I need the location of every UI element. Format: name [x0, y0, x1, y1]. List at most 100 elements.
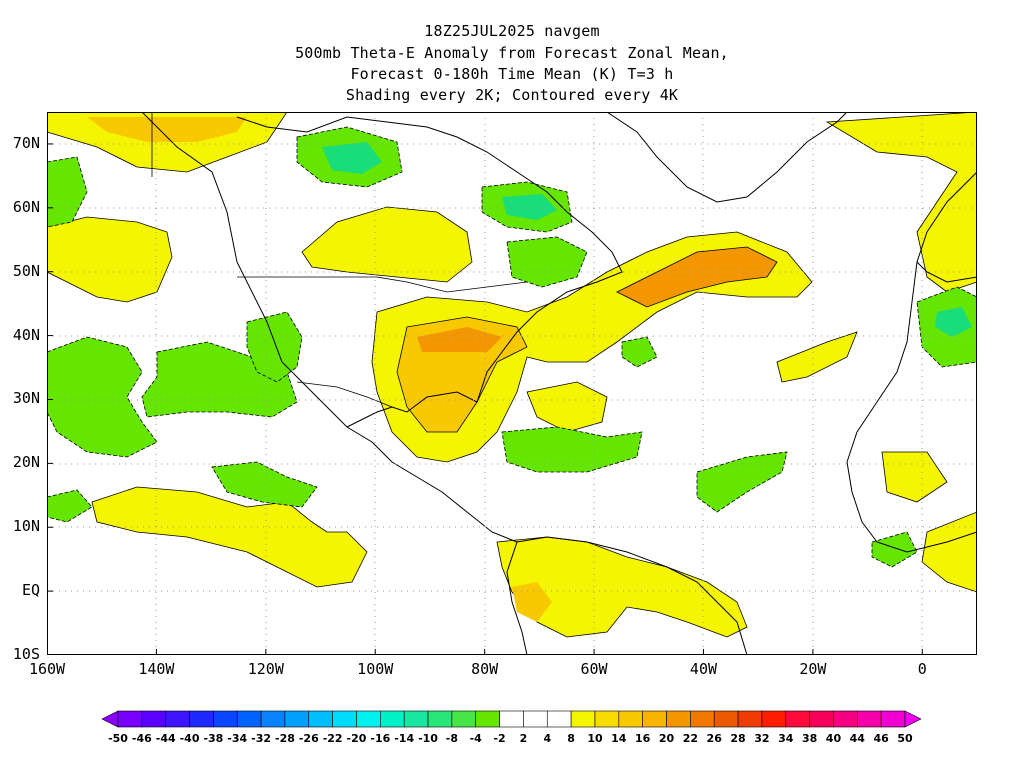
lat-tick-label: 10N	[12, 517, 40, 536]
anomaly-neg-mid-atlantic	[621, 336, 658, 368]
lat-tick-label: 70N	[12, 133, 40, 152]
lon-tick-label: 20W	[799, 660, 827, 678]
anomaly-neg-west-africa-coast	[871, 531, 918, 568]
colorbar-swatch	[356, 710, 381, 728]
colorbar-label: -4	[469, 732, 482, 745]
colorbar-swatch	[284, 710, 310, 728]
lon-tick-label: 140W	[138, 660, 175, 678]
colorbar-swatch	[666, 710, 691, 728]
anomaly-west-africa	[881, 451, 948, 503]
lon-tick-label: 80W	[471, 660, 499, 678]
colorbar-label: 40	[825, 732, 842, 745]
anomaly-gulf-of-guinea	[921, 511, 977, 593]
colorbar-label: 22	[682, 732, 699, 745]
axis-ticks	[47, 143, 923, 655]
anomaly-band-us-atlantic	[371, 231, 813, 463]
colorbar-label: 34	[778, 732, 794, 745]
colorbar-label: -34	[227, 732, 248, 745]
title-line-4: Shading every 2K; Contoured every 4K	[345, 86, 679, 104]
anomaly-alaska	[47, 216, 173, 303]
colorbar-label: -2	[493, 732, 506, 745]
colorbar-label: -38	[203, 732, 224, 745]
anomaly-central-atlantic	[776, 331, 858, 383]
colorbar-label: -28	[275, 732, 295, 745]
colorbar-swatch	[403, 710, 429, 728]
lon-tick-label: 100W	[357, 660, 394, 678]
coastline-south-america	[506, 536, 748, 655]
colorbar-swatch	[189, 710, 214, 728]
colorbar-swatch	[761, 710, 787, 728]
coastline-north-america	[141, 112, 623, 543]
colorbar-swatch	[857, 710, 882, 728]
colorbar-label: -26	[298, 732, 319, 745]
colorbar-label: 14	[611, 732, 627, 745]
lat-tick-label: EQ	[21, 581, 40, 600]
lon-tick-label: 160W	[28, 660, 66, 678]
anomaly-europe	[825, 112, 977, 293]
colorbar-label: -8	[445, 732, 458, 745]
anomaly-neg-arctic-islands-core	[322, 142, 382, 174]
map-border	[47, 112, 977, 655]
colorbar-label: -14	[394, 732, 415, 745]
colorbar-swatch	[833, 710, 858, 728]
coastlines	[141, 112, 977, 655]
colorbar-swatch	[737, 710, 763, 728]
anomaly-neg-labrador	[506, 236, 588, 288]
anomaly-neg-tropical-pacific	[47, 489, 93, 523]
colorbar-swatch	[213, 710, 238, 728]
colorbar-label: 32	[754, 732, 770, 745]
colorbar-swatch	[475, 710, 500, 728]
colorbar-swatch	[523, 710, 548, 728]
colorbar-swatch	[618, 710, 643, 728]
anomaly-neg-alaska-west	[47, 156, 88, 228]
anomaly-neg-east-pacific-south	[211, 461, 318, 508]
colorbar-label: -44	[155, 732, 176, 745]
colorbar-label: -10	[418, 732, 438, 745]
lat-tick-label: 10S	[12, 645, 40, 663]
colorbar-label: 20	[658, 732, 675, 745]
colorbar-swatch	[809, 710, 834, 728]
anomaly-arctic-nw-core	[87, 117, 247, 142]
anomaly-neg-caribbean	[501, 426, 643, 473]
colorbar-swatch	[332, 710, 357, 728]
lat-tick-label: 40N	[12, 325, 40, 344]
colorbar-label: 4	[543, 732, 552, 745]
colorbar-swatch	[427, 710, 453, 728]
anomaly-shading	[47, 112, 977, 638]
lon-tick-label: 120W	[247, 660, 284, 678]
lon-tick-label: 60W	[580, 660, 608, 678]
anomaly-core-atlantic	[616, 246, 778, 308]
lat-tick-label: 20N	[12, 453, 40, 472]
colorbar-swatch	[785, 710, 810, 728]
colorbar-swatch	[690, 710, 715, 728]
colorbar-swatch	[451, 710, 477, 728]
colorbar-label: 26	[706, 732, 722, 745]
colorbar-swatch	[570, 710, 596, 728]
lat-tick-label: 60N	[12, 197, 40, 216]
anomaly-neg-tropical-atlantic	[696, 451, 788, 513]
colorbar-label: -22	[322, 732, 343, 745]
colorbar-swatch	[880, 710, 906, 728]
colorbar-swatch	[594, 710, 620, 728]
lat-tick-label: 30N	[12, 389, 40, 408]
map-grid	[47, 112, 977, 655]
colorbar-label: 8	[567, 732, 575, 745]
lat-tick-label: 50N	[12, 261, 40, 280]
colorbar-swatch	[642, 710, 667, 728]
title-line-1: 18Z25JUL2025 navgem	[424, 22, 600, 40]
lon-tick-label: 0	[917, 660, 927, 678]
colorbar-label: 2	[519, 732, 528, 745]
anomaly-tropical-pacific	[91, 486, 368, 588]
colorbar-label: -40	[179, 732, 200, 745]
colorbar-swatch	[380, 710, 405, 728]
anomaly-neg-hudson-core	[502, 194, 557, 220]
anomaly-canada-central	[301, 206, 473, 283]
colorbar-swatch	[499, 710, 524, 728]
colorbar-swatch	[308, 710, 333, 728]
colorbar-swatch	[546, 710, 572, 728]
colorbar-label: 46	[873, 732, 889, 745]
colorbar-swatch	[236, 710, 262, 728]
colorbar-label: 16	[635, 732, 651, 745]
